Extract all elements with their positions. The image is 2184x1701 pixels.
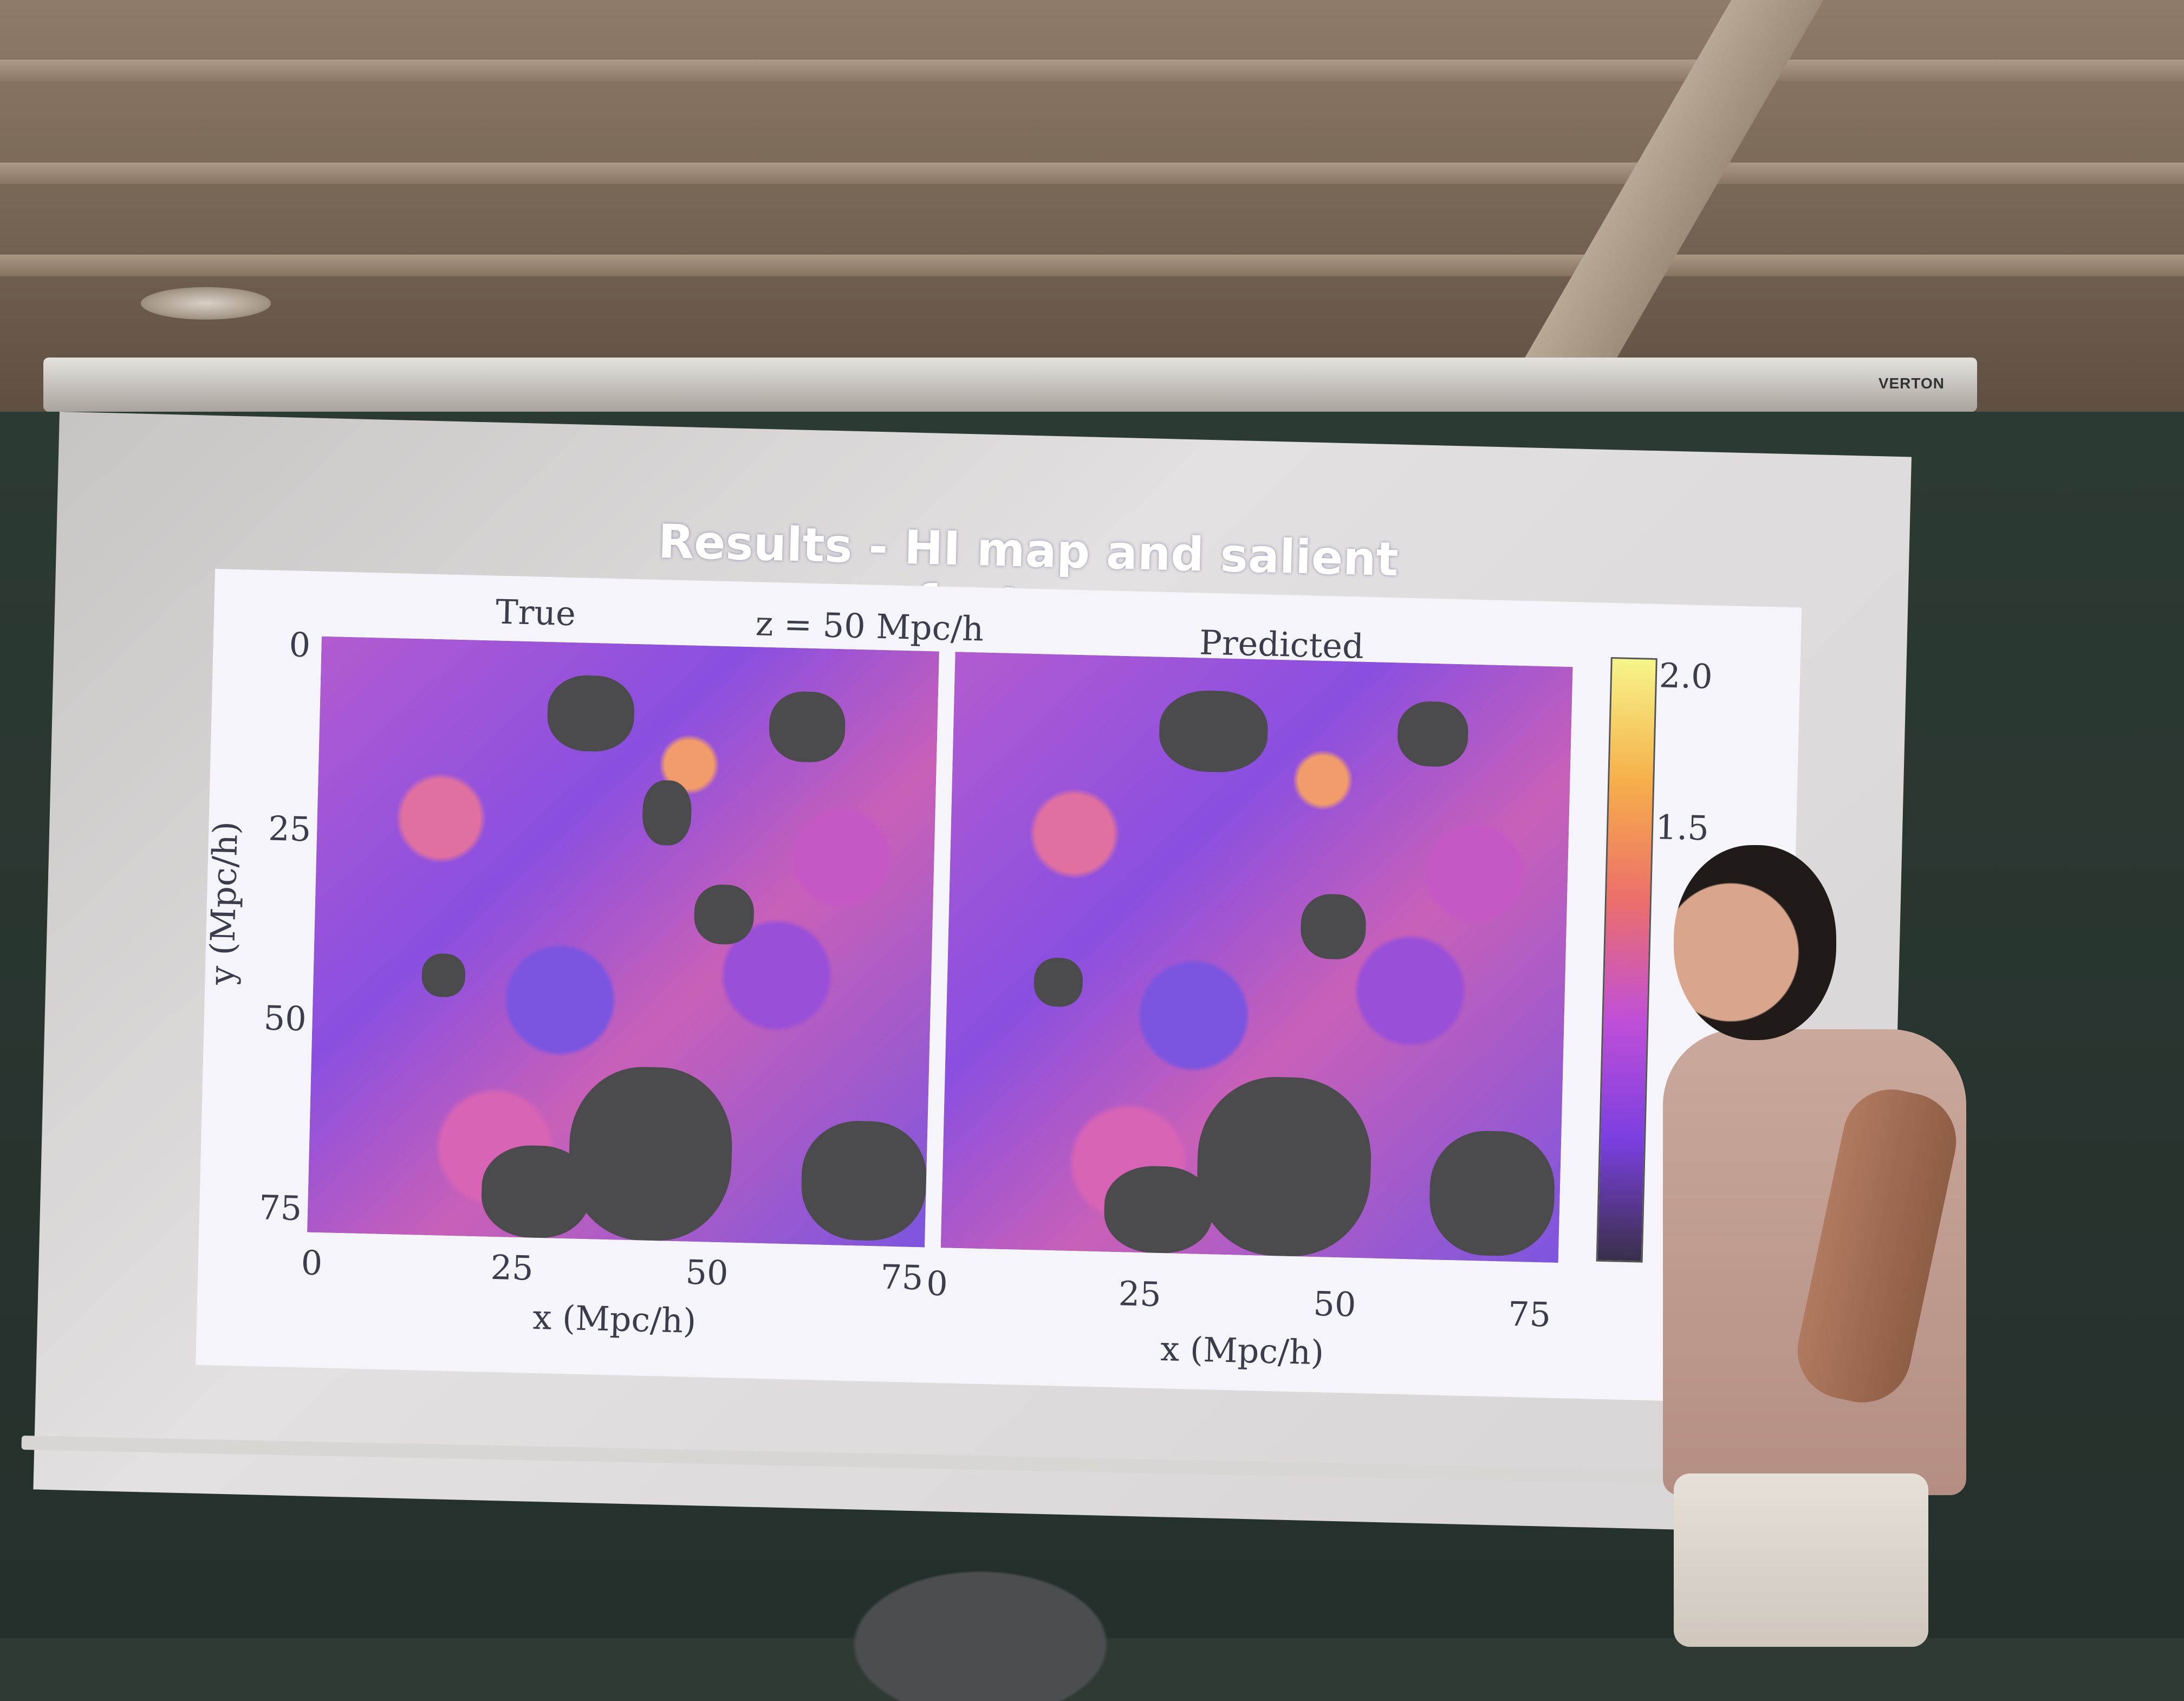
x-tick: 50 (1312, 1283, 1357, 1325)
map-predicted (940, 652, 1573, 1263)
void-region (693, 884, 755, 945)
void-region (1195, 1075, 1373, 1258)
panel-title-true: True (495, 592, 576, 634)
y-tick: 25 (268, 808, 312, 849)
ceiling-beam (0, 60, 2184, 81)
void-region (768, 691, 846, 763)
void-region (547, 674, 635, 752)
void-region (480, 1144, 592, 1239)
ceiling-vent (141, 287, 271, 320)
x-tick: 75 (880, 1257, 924, 1298)
void-region (567, 1065, 734, 1243)
void-region (1103, 1165, 1214, 1255)
ceiling (0, 0, 2184, 412)
center-label: z = 50 Mpc/h (755, 603, 985, 649)
ceiling-beam (0, 163, 2184, 184)
screen-housing: VERTON (43, 358, 1977, 412)
y-tick: 0 (288, 625, 311, 665)
y-axis-label: y (Mpc/h) (202, 821, 246, 985)
presenter-trousers (1674, 1473, 1928, 1647)
presenter (1641, 845, 2020, 1647)
void-region (1300, 893, 1367, 960)
void-region (800, 1119, 928, 1242)
x-tick: 25 (490, 1247, 534, 1288)
audience-head (834, 1560, 1127, 1701)
x-tick: 25 (1117, 1274, 1162, 1315)
void-region (421, 953, 466, 998)
void-region (1428, 1129, 1556, 1257)
x-axis-label: x (Mpc/h) (1160, 1329, 1324, 1373)
x-tick: 0 (926, 1263, 948, 1304)
x-axis-label: x (Mpc/h) (532, 1297, 697, 1341)
y-tick: 75 (258, 1187, 303, 1229)
x-tick: 50 (685, 1252, 729, 1293)
slide: Results - HI map and salient features Tr… (195, 504, 1830, 1420)
x-tick: 75 (1507, 1294, 1551, 1335)
void-region (1158, 689, 1269, 774)
void-region (641, 780, 692, 846)
map-true (307, 636, 939, 1248)
screen-brand-logo: VERTON (1878, 375, 1945, 392)
void-region (1033, 957, 1083, 1008)
void-region (1396, 700, 1469, 768)
y-tick: 50 (263, 998, 307, 1039)
panel-title-predicted: Predicted (1199, 622, 1364, 666)
colorbar-tick: 2.0 (1659, 655, 1713, 697)
presenter-head (1674, 845, 1836, 1040)
ceiling-beam (0, 255, 2184, 276)
x-tick: 0 (300, 1243, 323, 1283)
colorbar-tick: 1.5 (1655, 807, 1709, 848)
